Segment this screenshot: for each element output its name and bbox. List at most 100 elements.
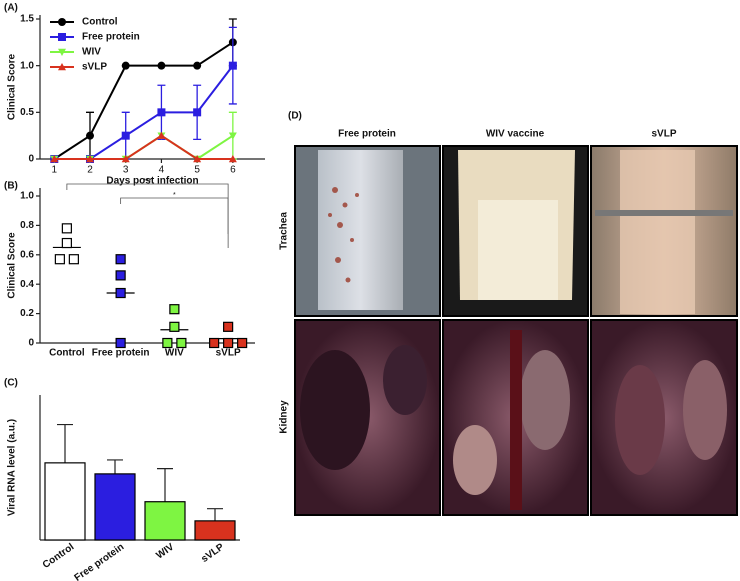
- marker: [121, 61, 130, 70]
- y-tick-label: 1.0: [20, 60, 34, 71]
- marker: [121, 155, 130, 163]
- series-line: [54, 65, 234, 160]
- dot: [115, 287, 126, 299]
- legend-label: Control: [82, 17, 118, 28]
- y-axis-title: Clinical Score: [7, 53, 18, 120]
- bar: [94, 473, 136, 541]
- bar: [144, 501, 186, 541]
- significance-label: *: [173, 192, 176, 199]
- series-line: [53, 41, 234, 160]
- photo-detail: [620, 150, 695, 314]
- photo-grid: [294, 145, 738, 516]
- marker: [58, 18, 66, 26]
- marker: [193, 61, 202, 70]
- dot: [209, 337, 220, 349]
- row-label: Kidney: [279, 400, 290, 434]
- y-tick-label: 0: [28, 154, 34, 165]
- x-tick-label: 3: [123, 165, 129, 176]
- y-tick-label: 0: [28, 338, 34, 349]
- y-tick-label: 0.8: [20, 220, 34, 231]
- x-tick-label: 6: [230, 165, 236, 176]
- column-label: sVLP: [651, 129, 676, 140]
- marker: [58, 33, 66, 41]
- marker: [228, 132, 237, 140]
- y-tick-label: 0.6: [20, 249, 34, 260]
- marker: [86, 155, 94, 163]
- dot: [115, 337, 126, 349]
- photo-detail: [478, 200, 558, 300]
- x-tick-label: sVLP: [199, 541, 226, 565]
- panel-label: (A): [4, 3, 18, 14]
- marker: [228, 155, 237, 163]
- marker: [121, 131, 130, 140]
- error-bar: [157, 468, 173, 502]
- significance-label: ***: [143, 178, 151, 185]
- photo-detail: [383, 345, 427, 415]
- dot: [68, 254, 79, 265]
- x-tick-label: 5: [194, 165, 200, 176]
- dot: [176, 337, 187, 349]
- series-line: [54, 134, 233, 160]
- dot: [61, 237, 72, 249]
- dot: [61, 223, 72, 234]
- significance-bracket: [120, 197, 229, 248]
- y-tick-label: 1.0: [20, 191, 34, 202]
- dot: [54, 254, 65, 265]
- dot: [162, 337, 173, 349]
- y-tick-label: 0.4: [20, 279, 34, 290]
- x-axis-title: Days post infection: [106, 176, 198, 187]
- dot: [115, 270, 126, 281]
- x-tick-label: 2: [87, 165, 93, 176]
- panel-label: (C): [4, 378, 18, 389]
- error-bar: [107, 459, 123, 474]
- x-tick-label: 1: [52, 165, 58, 176]
- marker: [193, 155, 202, 163]
- marker: [50, 155, 59, 163]
- dot: [115, 254, 126, 265]
- dot: [223, 321, 234, 332]
- marker: [58, 63, 66, 71]
- marker: [58, 48, 66, 56]
- x-tick-label: Control: [41, 541, 77, 571]
- photo-detail: [453, 425, 497, 495]
- dot: [169, 321, 180, 332]
- y-tick-label: 0.5: [20, 107, 34, 118]
- x-tick-label: Free protein: [92, 348, 150, 359]
- x-tick-label: WIV: [165, 348, 184, 359]
- bar: [44, 462, 86, 541]
- x-tick-label: Control: [49, 348, 85, 359]
- marker: [157, 131, 166, 139]
- x-tick-label: Free protein: [73, 542, 127, 581]
- photo-detail: [328, 187, 359, 283]
- marker: [157, 108, 166, 117]
- dot: [237, 337, 248, 349]
- marker: [86, 131, 94, 140]
- panel-label: (B): [4, 181, 18, 192]
- photo-detail: [683, 360, 727, 460]
- row-label: Trachea: [279, 212, 290, 250]
- marker: [193, 108, 202, 117]
- dot: [223, 337, 234, 349]
- column-label: WIV vaccine: [486, 129, 545, 140]
- marker: [157, 61, 166, 70]
- x-tick-label: sVLP: [216, 348, 241, 359]
- photo-detail: [510, 330, 522, 510]
- photo-detail: [595, 210, 733, 216]
- error-bar: [57, 423, 73, 463]
- legend-label: Free protein: [82, 32, 140, 43]
- photo-detail: [318, 150, 403, 310]
- x-tick-label: WIV: [154, 541, 176, 561]
- dot: [169, 304, 180, 315]
- significance-bracket: [66, 183, 229, 234]
- y-tick-label: 1.5: [20, 14, 34, 25]
- bar: [194, 520, 236, 541]
- y-axis-title: Clinical Score: [7, 232, 18, 299]
- panel-label: (D): [288, 111, 302, 122]
- marker: [228, 61, 237, 70]
- error-bar: [207, 508, 223, 521]
- legend-label: WIV: [82, 47, 101, 58]
- legend-label: sVLP: [82, 62, 107, 73]
- photo-detail: [300, 350, 370, 470]
